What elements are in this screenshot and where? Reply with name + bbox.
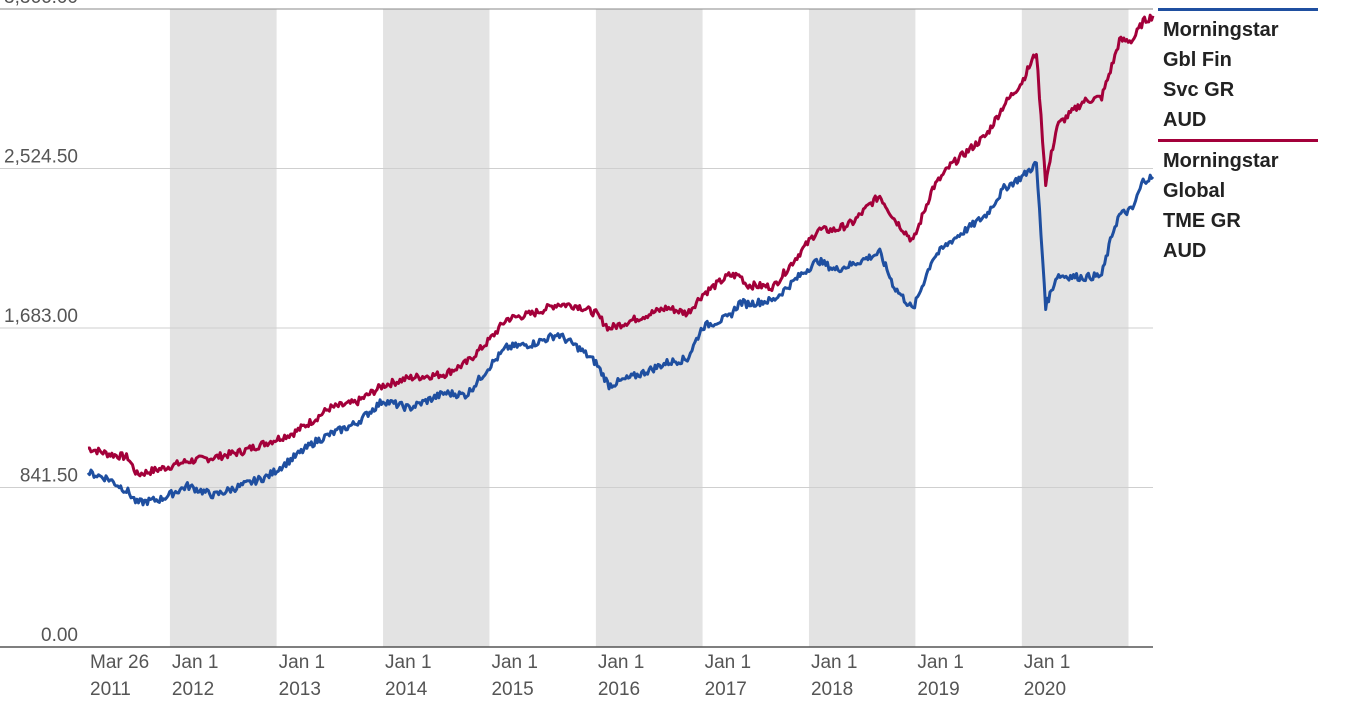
x-tick-label: Jan 1: [598, 652, 644, 673]
x-tick-label: Jan 1: [172, 652, 218, 673]
legend-label: Morningstar Global TME GR AUD: [1163, 146, 1318, 266]
x-tick-year-label: 2016: [598, 679, 640, 700]
y-tick-label: 3,366.00: [4, 0, 78, 8]
x-tick-year-label: 2015: [491, 679, 533, 700]
x-tick-year-label: 2019: [917, 679, 959, 700]
y-axis-tick-labels: 0.00 841.50 1,683.00 2,524.50 3,366.00: [4, 0, 78, 646]
y-tick-label: 1,683.00: [4, 306, 78, 327]
x-tick-label: Jan 1: [385, 652, 431, 673]
chart-legend: Morningstar Gbl Fin Svc GR AUD Morningsta…: [1158, 8, 1318, 270]
x-tick-label: Jan 1: [491, 652, 537, 673]
y-tick-label: 2,524.50: [4, 147, 78, 168]
x-tick-year-label: 2014: [385, 679, 428, 700]
x-tick-year-label: 2013: [279, 679, 321, 700]
x-tick-year-label: 2020: [1024, 679, 1066, 700]
x-tick-label: Jan 1: [811, 652, 857, 673]
x-tick-year-label: 2017: [705, 679, 747, 700]
x-tick-label: Jan 1: [917, 652, 963, 673]
y-tick-label: 0.00: [41, 625, 78, 646]
legend-item-0: Morningstar Gbl Fin Svc GR AUD: [1158, 8, 1318, 139]
legend-label: Morningstar Gbl Fin Svc GR AUD: [1163, 15, 1318, 135]
x-tick-label: Jan 1: [279, 652, 325, 673]
x-tick-label: Jan 1: [1024, 652, 1070, 673]
y-tick-label: 841.50: [20, 466, 78, 487]
x-tick-year-label: 2018: [811, 679, 853, 700]
legend-item-1: Morningstar Global TME GR AUD: [1158, 139, 1318, 270]
x-axis-tick-labels: Mar 26 2011 Jan 1 2012 Jan 1 2013 Jan 1 2014 Jan…: [90, 652, 1070, 700]
x-tick-label: Mar 26: [90, 652, 149, 673]
x-tick-label: Jan 1: [705, 652, 751, 673]
x-tick-year-label: 2012: [172, 679, 214, 700]
x-tick-year-label: 2011: [90, 679, 131, 700]
